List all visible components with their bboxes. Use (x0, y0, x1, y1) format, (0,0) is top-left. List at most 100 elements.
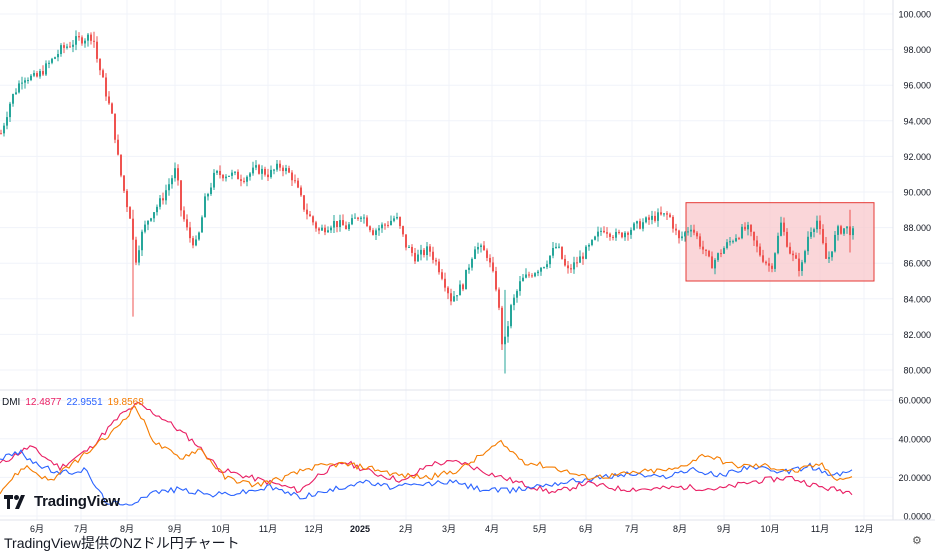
candle-body (201, 217, 203, 233)
candle-body (801, 262, 803, 272)
candle-body (54, 57, 56, 59)
dmi-series-line-2 (0, 449, 853, 506)
candle-body (834, 234, 836, 252)
highlight-box-layer (685, 202, 875, 282)
candle-body (345, 225, 347, 230)
candle-body (378, 228, 380, 231)
candle-body (819, 220, 821, 230)
candle-body (66, 46, 68, 48)
candle-body (564, 258, 566, 266)
candle-body (96, 41, 98, 59)
candle-body (153, 212, 155, 219)
candle-body (744, 226, 746, 230)
candle-body (291, 172, 293, 181)
candle-body (75, 36, 77, 45)
candle-body (387, 224, 389, 226)
dmi-layer (0, 401, 853, 506)
candle-body (126, 190, 128, 208)
candle-body (15, 92, 17, 95)
candle-body (465, 269, 467, 290)
candle-body (420, 249, 422, 255)
candle-body (327, 230, 329, 233)
tradingview-logo-icon (4, 494, 25, 509)
candle-body (645, 217, 647, 223)
time-tick-label: 7月 (74, 524, 88, 534)
candle-body (624, 232, 626, 238)
candle-body (570, 268, 572, 270)
candle-body (498, 289, 500, 308)
candle-body (93, 40, 95, 42)
candle-body (39, 71, 41, 77)
candle-body (621, 232, 623, 238)
candle-body (753, 231, 755, 241)
candle-body (768, 263, 770, 266)
time-tick-label: 8月 (673, 524, 687, 534)
candle-body (555, 246, 557, 249)
candle-body (450, 293, 452, 302)
price-tick-label: 94.000 (903, 116, 931, 126)
candle-body (636, 221, 638, 224)
time-tick-label: 6月 (579, 524, 593, 534)
candle-body (330, 227, 332, 231)
candle-body (627, 232, 629, 235)
candle-body (12, 94, 14, 104)
candle-body (396, 217, 398, 219)
candle-body (447, 287, 449, 294)
candle-body (117, 139, 119, 155)
candle-body (138, 250, 140, 263)
candle-body (120, 154, 122, 176)
candle-body (678, 230, 680, 239)
settings-gear-icon[interactable]: ⚙ (912, 535, 922, 547)
candle-body (594, 236, 596, 240)
candle-body (195, 239, 197, 246)
candle-body (552, 248, 554, 256)
tradingview-logo[interactable]: TradingView (4, 493, 120, 510)
candle-body (459, 284, 461, 296)
candle-body (531, 275, 533, 277)
candle-body (414, 252, 416, 262)
candle-body (315, 222, 317, 229)
candle-body (357, 217, 359, 219)
time-tick-label: 2025 (350, 524, 370, 534)
candle-body (381, 224, 383, 229)
candle-body (714, 259, 716, 269)
candle-body (822, 229, 824, 244)
highlight-box (685, 202, 875, 282)
candle-body (144, 224, 146, 232)
candle-body (729, 241, 731, 243)
candle-body (684, 232, 686, 237)
candle-body (30, 75, 32, 81)
candle-body (264, 168, 266, 175)
price-tick-label: 90.000 (903, 188, 931, 198)
candle-body (747, 224, 749, 230)
candle-body (579, 256, 581, 263)
candle-body (558, 246, 560, 248)
candle-body (318, 228, 320, 231)
candle-body (180, 180, 182, 211)
candle-body (831, 251, 833, 258)
candle-body (294, 180, 296, 182)
candle-body (441, 272, 443, 279)
price-tick-label: 80.000 (903, 366, 931, 376)
candle-body (630, 229, 632, 235)
candle-body (231, 172, 233, 176)
candle-body (114, 113, 116, 140)
candle-body (354, 217, 356, 219)
candle-body (483, 245, 485, 251)
time-tick-label: 6月 (30, 524, 44, 534)
candle-body (825, 243, 827, 259)
candle-body (588, 244, 590, 247)
candle-body (384, 224, 386, 226)
candle-body (795, 255, 797, 259)
candle-body (639, 221, 641, 229)
candle-body (156, 206, 158, 213)
candle-body (603, 230, 605, 233)
dmi-label: DMI (2, 397, 21, 408)
candle-body (246, 176, 248, 182)
candle-body (438, 261, 440, 273)
candle-body (252, 167, 254, 174)
candle-body (168, 184, 170, 191)
candle-body (510, 305, 512, 327)
candle-body (687, 231, 689, 233)
candle-body (309, 214, 311, 217)
